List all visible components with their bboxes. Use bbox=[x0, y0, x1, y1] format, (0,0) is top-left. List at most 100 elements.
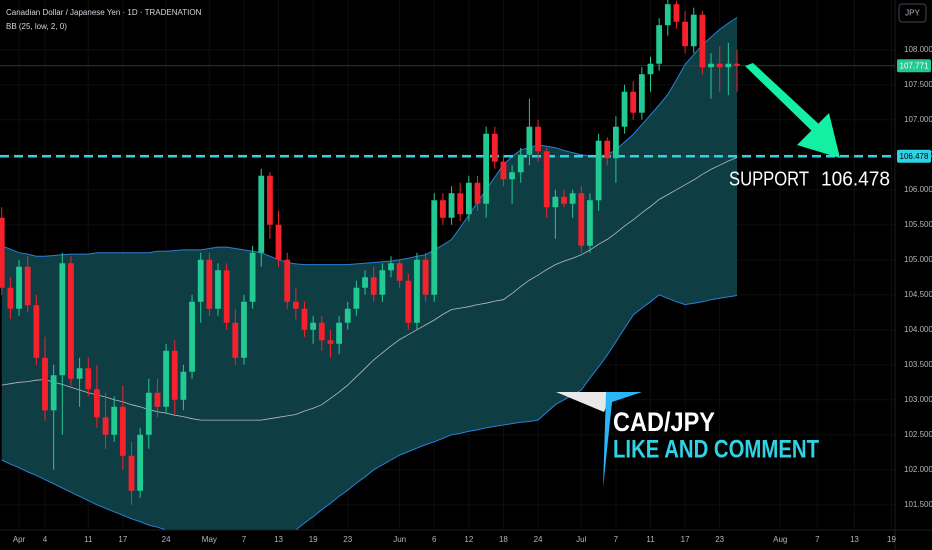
candle-body bbox=[284, 259, 291, 302]
candle-body bbox=[734, 63, 740, 66]
candle-body bbox=[370, 277, 377, 295]
y-tick-label: 102.000 bbox=[904, 465, 932, 474]
candle-body bbox=[145, 392, 152, 435]
candle-body bbox=[708, 63, 714, 68]
support-tag bbox=[897, 149, 931, 163]
axes: 108.000107.500107.000106.500106.000105.5… bbox=[13, 45, 932, 544]
candle-body bbox=[301, 308, 308, 330]
candle-body bbox=[431, 200, 438, 295]
x-tick-label: 11 bbox=[646, 535, 655, 544]
candle-body bbox=[275, 224, 282, 260]
candle-body bbox=[94, 389, 100, 418]
candle-body bbox=[206, 259, 213, 309]
candle-body bbox=[33, 305, 40, 358]
candle-body bbox=[171, 350, 178, 400]
candle-body bbox=[267, 175, 273, 225]
plot-area bbox=[0, 0, 895, 530]
candle-body bbox=[310, 322, 317, 330]
logo-title: CAD/JPY bbox=[613, 407, 715, 437]
x-tick-label: 24 bbox=[534, 535, 543, 544]
candle-body bbox=[241, 301, 247, 358]
candle-body bbox=[509, 172, 515, 180]
x-tick-label: 17 bbox=[118, 535, 127, 544]
x-tick-label: 19 bbox=[887, 535, 896, 544]
y-tick-label: 103.000 bbox=[904, 395, 932, 404]
candle-body bbox=[647, 63, 654, 75]
candle-body bbox=[638, 74, 645, 113]
chart-title: Canadian Dollar / Japanese Yen · 1D · TR… bbox=[6, 8, 202, 17]
y-tick-label: 106.000 bbox=[904, 185, 932, 194]
y-tick-label: 107.000 bbox=[904, 115, 932, 124]
candle-body bbox=[587, 200, 593, 246]
candle-body bbox=[535, 126, 541, 152]
candle-body bbox=[621, 91, 628, 127]
x-tick-label: Apr bbox=[13, 535, 26, 544]
candle-body bbox=[690, 14, 697, 47]
x-tick-label: 6 bbox=[432, 535, 437, 544]
arrow-head bbox=[797, 113, 840, 158]
candle-body bbox=[474, 182, 481, 204]
support-label: SUPPORT bbox=[729, 168, 809, 190]
candle-body bbox=[119, 406, 126, 456]
y-tick-label: 104.000 bbox=[904, 325, 932, 334]
candle-body bbox=[543, 151, 550, 208]
candle-body bbox=[292, 301, 299, 309]
candle-body bbox=[682, 21, 688, 47]
band-basis bbox=[1, 157, 738, 421]
candle-body bbox=[405, 280, 412, 323]
candle-body bbox=[50, 375, 57, 411]
candle-body bbox=[128, 455, 135, 491]
candle-body bbox=[0, 217, 5, 288]
y-tick-label: 108.000 bbox=[904, 45, 932, 54]
candle-body bbox=[353, 287, 360, 309]
arrow-shaft bbox=[745, 63, 822, 134]
candle-body bbox=[552, 196, 559, 208]
candle-body bbox=[197, 259, 204, 302]
candle-body bbox=[327, 340, 334, 344]
x-tick-label: 23 bbox=[343, 535, 352, 544]
candle-body bbox=[422, 259, 429, 295]
candle-body bbox=[102, 417, 109, 435]
x-tick-label: 24 bbox=[162, 535, 171, 544]
candle-body bbox=[483, 133, 490, 204]
candle-body bbox=[569, 193, 576, 204]
annotations: SUPPORT 106.478 bbox=[729, 63, 890, 190]
candle-body bbox=[362, 277, 368, 288]
x-tick-label: 7 bbox=[242, 535, 247, 544]
candle-body bbox=[673, 4, 680, 22]
currency-label[interactable]: JPY bbox=[905, 9, 920, 18]
x-tick-label: May bbox=[202, 535, 217, 544]
candle-body bbox=[500, 161, 507, 180]
x-tick-label: 12 bbox=[464, 535, 473, 544]
support-tag-label: 106.478 bbox=[900, 152, 929, 161]
candle-body bbox=[223, 270, 230, 323]
x-tick-label: 7 bbox=[614, 535, 619, 544]
logo-text: LIKE AND COMMENT bbox=[613, 436, 819, 464]
candle-body bbox=[24, 266, 31, 306]
candle-body bbox=[491, 133, 498, 162]
y-tick-label: 105.000 bbox=[904, 255, 932, 264]
logo-blue-shape bbox=[603, 392, 642, 488]
candle-body bbox=[604, 140, 611, 159]
candle-body bbox=[163, 350, 169, 407]
candle-body bbox=[59, 263, 66, 376]
currency-box[interactable] bbox=[898, 3, 927, 23]
candle-body bbox=[249, 252, 256, 302]
candle-body bbox=[76, 368, 83, 379]
y-tick-label: 107.500 bbox=[904, 80, 932, 89]
candle-body bbox=[16, 266, 22, 309]
candle-body bbox=[578, 193, 585, 246]
y-tick-label: 103.500 bbox=[904, 360, 932, 369]
candle-body bbox=[232, 322, 239, 358]
candle-body bbox=[656, 25, 663, 64]
x-tick-label: 18 bbox=[499, 535, 508, 544]
logo-white-shape bbox=[556, 392, 612, 412]
x-tick-label: 17 bbox=[681, 535, 690, 544]
candle-body bbox=[725, 63, 732, 68]
candle-body bbox=[517, 154, 524, 173]
candle-body bbox=[180, 371, 187, 400]
band-lower bbox=[1, 294, 738, 530]
indicator-label: BB (25, low, 2, 0) bbox=[6, 22, 67, 31]
candle-body bbox=[189, 301, 195, 372]
